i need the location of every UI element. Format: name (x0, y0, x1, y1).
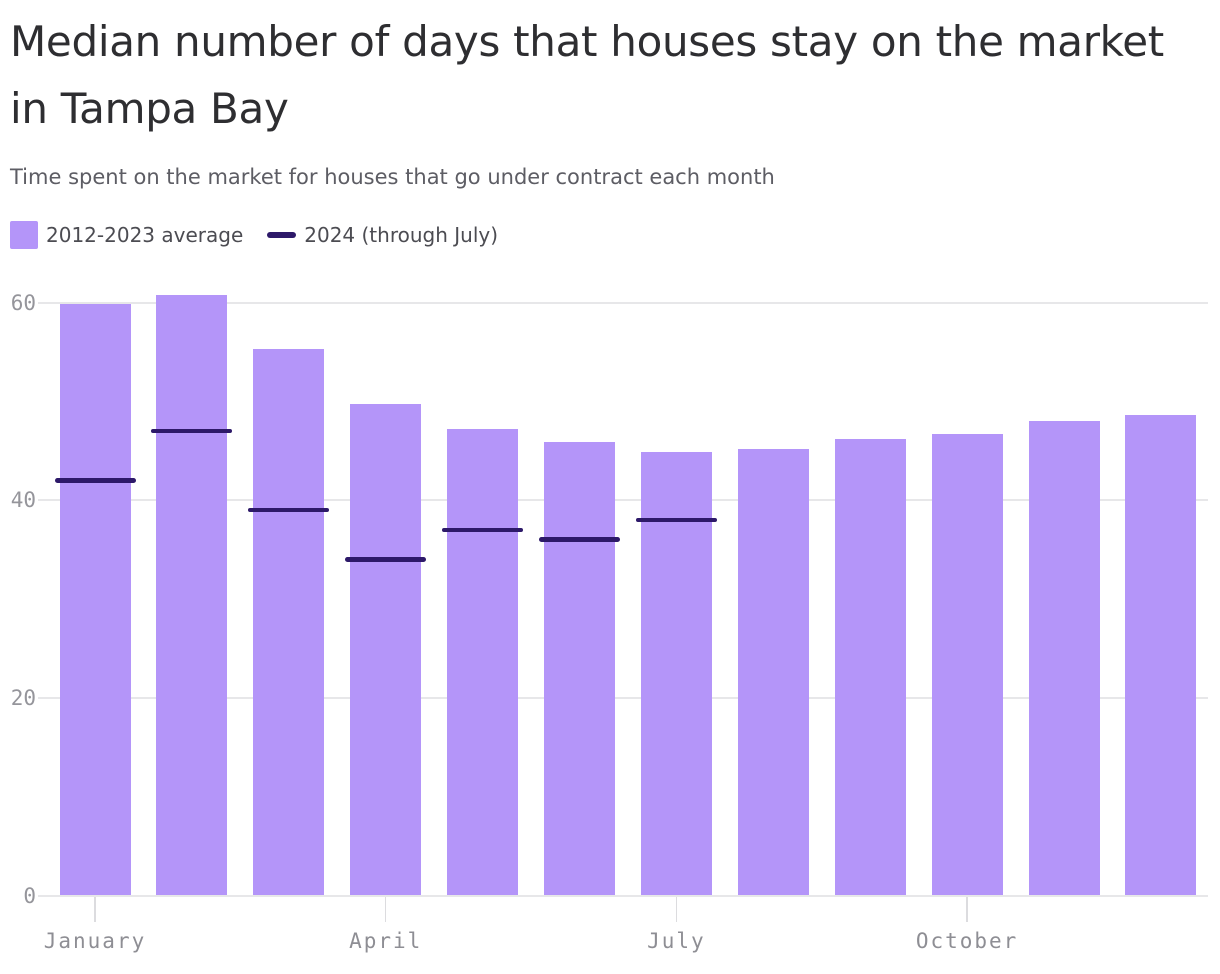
chart-title: Median number of days that houses stay o… (10, 17, 1164, 133)
line-2024-may (442, 527, 524, 533)
x-axis-label-october: October (915, 929, 1019, 953)
bar-november (1028, 421, 1100, 896)
legend-line-swatch-icon (267, 232, 297, 238)
line-2024-march (248, 507, 330, 513)
x-tick-october (966, 897, 968, 922)
line-2024-june (539, 537, 620, 542)
x-tick-april (384, 897, 387, 922)
bar-may (447, 429, 519, 896)
x-tick-january (94, 897, 96, 922)
bar-july (640, 451, 712, 896)
gridline-40 (38, 499, 1208, 502)
line-2024-january (54, 478, 136, 483)
bar-april (350, 404, 422, 896)
gridline-20 (38, 696, 1208, 699)
bar-september (834, 438, 906, 896)
chart-subtitle: Time spent on the market for houses that… (10, 165, 775, 189)
y-axis-label-60: 60 (10, 290, 36, 315)
legend-avg-label: 2012-2023 average (46, 223, 244, 247)
x-axis-label-july: July (647, 929, 706, 953)
gridline-0 (38, 894, 1208, 897)
bar-december (1125, 415, 1197, 896)
x-axis-label-january: January (43, 929, 147, 953)
legend-bar-swatch-icon (10, 221, 38, 249)
bar-march (253, 348, 325, 896)
bar-august (737, 448, 809, 896)
legend-2024-label: 2024 (through July) (304, 223, 499, 247)
x-tick-july (675, 897, 678, 922)
bar-february (156, 294, 228, 896)
line-2024-february (151, 428, 233, 434)
legend: 2012-2023 average 2024 (through July) (10, 220, 498, 250)
y-axis-label-40: 40 (10, 488, 36, 513)
bar-january (59, 304, 131, 896)
bar-june (544, 441, 615, 896)
bar-october (931, 433, 1003, 896)
y-axis-label-0: 0 (23, 883, 36, 908)
y-axis-label-20: 20 (10, 685, 36, 710)
line-2024-april (345, 557, 427, 562)
x-axis-label-april: April (349, 929, 423, 953)
gridline-60 (38, 301, 1208, 304)
line-2024-july (635, 517, 717, 523)
